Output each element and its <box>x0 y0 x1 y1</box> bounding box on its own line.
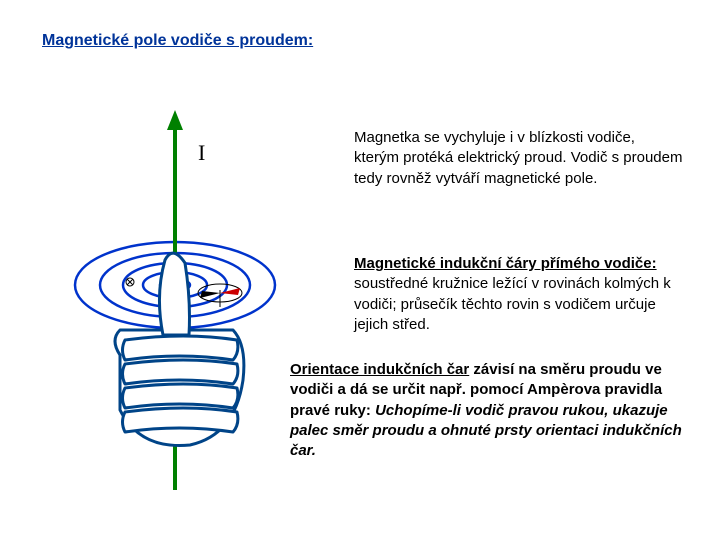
right-hand-rule-diagram <box>55 100 305 500</box>
page-title: Magnetické pole vodiče s proudem: <box>42 32 313 50</box>
p3-lead: Orientace indukčních čar <box>290 361 469 378</box>
p2-lead: Magnetické indukční čáry přímého vodiče: <box>354 255 657 272</box>
paragraph-3: Orientace indukčních čar závisí na směru… <box>290 360 688 461</box>
p3-mid2: : <box>366 402 375 419</box>
paragraph-1: Magnetka se vychyluje i v blízkosti vodi… <box>354 128 684 189</box>
paragraph-2: Magnetické indukční čáry přímého vodiče:… <box>354 254 694 335</box>
p2-body: soustředné kružnice ležící v rovinách ko… <box>354 275 671 333</box>
